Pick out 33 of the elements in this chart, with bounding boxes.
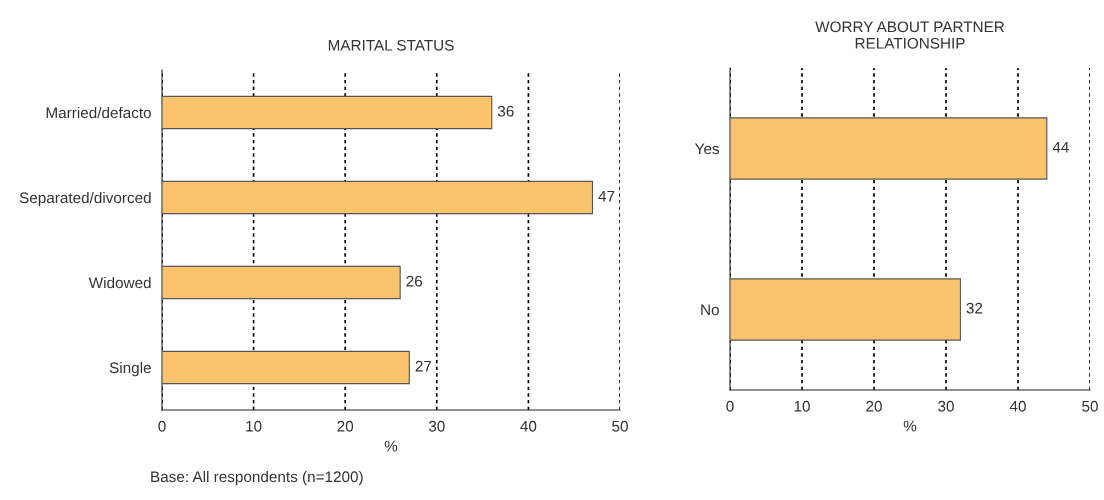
bar xyxy=(162,180,594,215)
x-tick-label: 10 xyxy=(794,400,810,412)
bar xyxy=(162,265,401,300)
bar xyxy=(162,350,410,385)
x-tick-label: 40 xyxy=(1009,400,1026,412)
y-tick-label: Single xyxy=(109,361,151,377)
bar xyxy=(162,95,493,130)
x-tick-label: 30 xyxy=(428,420,445,432)
x-axis-title: % xyxy=(384,440,398,452)
data-label: 27 xyxy=(415,360,432,372)
x-tick-label: 50 xyxy=(612,420,628,432)
data-label: 47 xyxy=(598,190,615,202)
chart-title: WORRY ABOUT PARTNER RELATIONSHIP xyxy=(815,21,1005,49)
x-tick-label: 30 xyxy=(938,400,954,412)
y-tick-label: Married/defacto xyxy=(46,106,151,119)
text: Base: All respondents (n=1200) xyxy=(151,470,363,486)
x-tick-label: 0 xyxy=(158,420,166,432)
x-tick-label: 40 xyxy=(520,420,537,432)
y-tick-label: No xyxy=(701,304,719,316)
x-tick-label: 50 xyxy=(1082,400,1098,412)
y-tick-label: Yes xyxy=(694,143,720,155)
x-tick-label: 0 xyxy=(726,400,734,412)
y-tick-label: Widowed xyxy=(88,276,151,289)
data-label: 32 xyxy=(966,302,983,314)
data-label: 36 xyxy=(497,105,514,117)
data-label: 44 xyxy=(1052,141,1069,153)
x-tick-label: 20 xyxy=(866,400,882,412)
chart-title: MARITAL STATUS xyxy=(328,39,454,51)
y-tick-label: Separated/divorced xyxy=(19,191,151,207)
data-label: 26 xyxy=(406,275,423,287)
x-tick-label: 20 xyxy=(337,420,354,432)
x-tick-label: 10 xyxy=(246,420,262,432)
x-axis-title: % xyxy=(903,420,917,432)
